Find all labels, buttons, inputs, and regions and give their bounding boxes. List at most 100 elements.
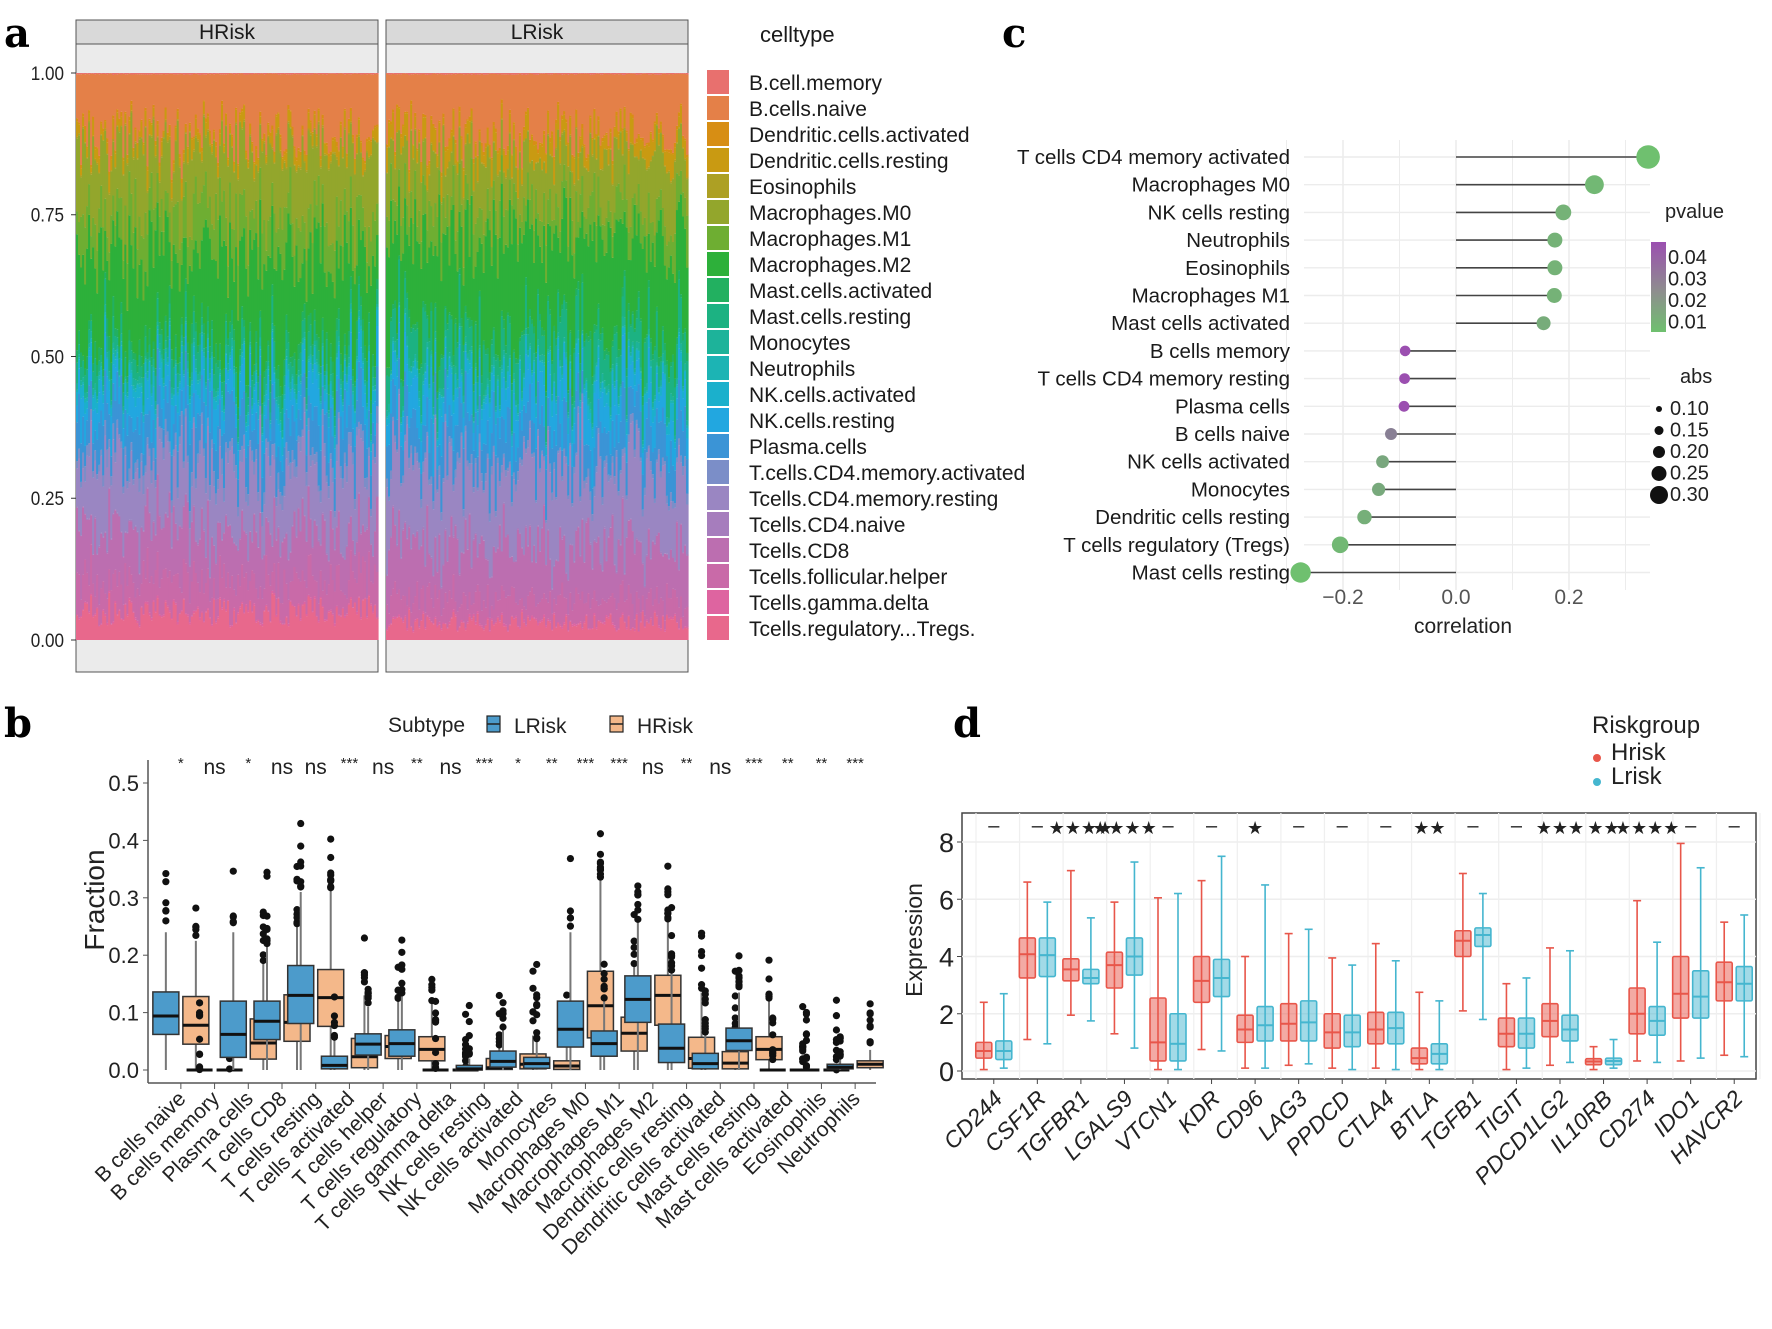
stacked-segment-t-cells-cd4-memory-activated [202,448,206,457]
stacked-segment-b-cells-naive [404,73,407,112]
stacked-segment-t-cells-cd4-memory-activated [162,447,166,460]
stacked-segment-tcells-cd8 [396,546,399,594]
stacked-segment-tcells-follicular-helper [200,569,204,612]
stacked-segment-tcells-follicular-helper [448,590,452,622]
stacked-segment-tcells-cd4-naive [265,517,268,518]
stacked-segment-dendritic-cells-activated [474,141,478,144]
stacked-segment-macrophages-m1 [136,249,140,299]
stacked-segment-dendritic-cells-activated [412,144,415,146]
stacked-segment-neutrophils [526,355,530,357]
stacked-segment-mast-cells-resting [162,359,166,378]
stacked-segment-mast-cells-activated [180,317,184,325]
stacked-segment-monocytes [116,345,119,349]
stacked-segment-nk-cells-activated [214,401,218,410]
stacked-segment-tcells-follicular-helper [472,603,476,614]
stacked-segment-tcells-cd4-memory-resting [398,394,401,510]
stacked-segment-tcells-cd4-memory-resting [110,485,113,539]
stacked-segment-mast-cells-resting [488,380,492,399]
stacked-segment-mast-cells-resting [289,362,293,383]
stacked-segment-dendritic-cells-activated [343,108,347,111]
stacked-segment-tcells-cd8 [339,553,343,591]
stacked-segment-tcells-cd4-memory-resting [142,494,146,531]
stacked-segment-monocytes [118,369,121,376]
stacked-segment-dendritic-cells-resting [158,166,162,181]
stacked-segment-b-cells-naive [144,74,148,108]
stacked-segment-b-cells-naive [275,73,278,115]
stacked-segment-tcells-regulatory-tregs- [400,618,403,640]
stacked-segment-dendritic-cells-resting [440,176,443,203]
stacked-segment-neutrophils [172,394,176,396]
stacked-segment-tcells-cd8 [92,554,95,584]
stacked-segment-eosinophils [243,119,246,122]
stacked-segment-tcells-cd4-naive [144,505,148,507]
stacked-segment-dendritic-cells-resting [494,132,498,151]
stacked-segment-dendritic-cells-activated [283,151,286,155]
stacked-segment-tcells-follicular-helper [333,591,337,624]
stacked-segment-macrophages-m1 [94,224,97,269]
stacked-segment-tcells-cd4-naive [420,545,423,547]
stacked-segment-dendritic-cells-resting [335,146,339,157]
stacked-segment-b-cells-naive [345,73,349,154]
stacked-segment-tcells-cd8 [76,507,79,573]
stacked-segment-mast-cells-resting [482,344,486,396]
stacked-segment-mast-cells-resting [100,355,103,363]
stacked-segment-plasma-cells [311,420,315,448]
stacked-segment-nk-cells-activated [178,383,182,390]
stacked-segment-tcells-regulatory-tregs- [261,626,264,640]
stacked-segment-dendritic-cells-activated [279,134,282,138]
stacked-segment-t-cells-cd4-memory-activated [259,406,262,416]
stacked-segment-b-cell-memory [442,73,445,75]
stacked-segment-tcells-regulatory-tregs- [144,603,148,640]
stacked-segment-tcells-cd4-naive [271,546,274,547]
stacked-segment-tcells-regulatory-tregs- [345,615,349,640]
stacked-segment-macrophages-m2 [359,240,363,297]
stacked-segment-t-cells-cd4-memory-activated [224,442,228,453]
stacked-segment-macrophages-m1 [146,234,150,287]
stacked-segment-macrophages-m1 [293,255,297,287]
stacked-segment-nk-cells-activated [134,391,137,407]
stacked-segment-monocytes [357,310,361,317]
stacked-segment-tcells-cd8 [231,537,234,576]
stacked-segment-monocytes [100,362,103,367]
stacked-segment-nk-cells-activated [285,359,288,376]
stacked-segment-macrophages-m1 [130,193,133,246]
stacked-segment-nk-cells-resting [299,395,303,420]
stacked-segment-macrophages-m2 [124,244,127,352]
stacked-segment-macrophages-m1 [206,207,210,228]
stacked-segment-macrophages-m2 [102,270,105,370]
stacked-segment-t-cells-cd4-memory-activated [218,429,222,447]
stacked-segment-b-cells-naive [313,73,317,111]
stacked-segment-tcells-regulatory-tregs- [530,618,534,640]
stacked-segment-tcells-cd4-naive [86,518,89,520]
stacked-segment-neutrophils [446,374,450,377]
stacked-segment-tcells-cd4-naive [158,514,162,517]
stacked-segment-tcells-follicular-helper [468,592,472,614]
stacked-segment-tcells-cd8 [136,532,140,589]
stacked-segment-tcells-regulatory-tregs- [534,620,538,640]
stacked-segment-plasma-cells [404,371,407,435]
stacked-segment-mast-cells-activated [224,313,228,322]
stacked-segment-macrophages-m0 [522,141,526,198]
stacked-segment-tcells-cd4-memory-resting [281,510,284,542]
stacked-segment-dendritic-cells-resting [486,129,490,146]
stacked-segment-tcells-gamma-delta [174,602,178,605]
stacked-segment-t-cells-cd4-memory-activated [480,473,484,482]
stacked-segment-dendritic-cells-activated [158,162,162,167]
stacked-segment-dendritic-cells-activated [434,127,437,130]
stacked-segment-macrophages-m0 [156,137,160,173]
stacked-segment-tcells-cd4-naive [373,530,377,532]
stacked-segment-t-cells-cd4-memory-activated [108,439,111,448]
stacked-segment-macrophages-m1 [241,194,244,237]
stacked-segment-nk-cells-resting [498,417,502,439]
stacked-segment-plasma-cells [231,390,234,439]
stacked-segment-macrophages-m1 [78,222,81,255]
stacked-segment-plasma-cells [446,426,450,476]
stacked-segment-eosinophils [436,167,439,168]
stacked-segment-tcells-cd4-memory-resting [269,476,272,534]
stacked-segment-tcells-gamma-delta [472,613,476,617]
stacked-segment-b-cells-naive [367,73,371,138]
stacked-segment-mast-cells-activated [436,391,439,399]
stacked-segment-nk-cells-resting [398,322,401,359]
stacked-segment-nk-cells-activated [176,395,180,413]
stacked-segment-dendritic-cells-resting [357,119,361,135]
